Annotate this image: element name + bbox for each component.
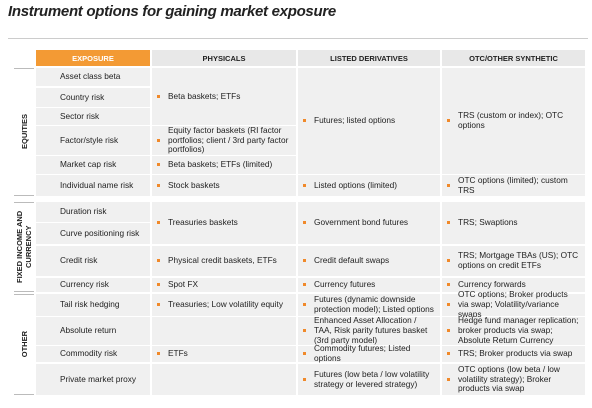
otc-cell: Hedge fund manager replication; broker p… xyxy=(442,315,585,345)
column-header: PHYSICALS xyxy=(152,50,296,66)
exposure-cell: Private market proxy xyxy=(36,364,150,395)
empty-cell xyxy=(152,317,296,345)
otc-cell: TRS; Broker products via swap xyxy=(442,346,585,362)
column-header: LISTED DERIVATIVES xyxy=(298,50,440,66)
exposure-cell: Absolute return xyxy=(36,317,150,345)
otc-cell: OTC options (limited); custom TRS xyxy=(442,175,585,196)
physicals-cell: Beta baskets; ETFs (limited) xyxy=(152,156,296,174)
listed-cell: Futures; listed options xyxy=(298,68,440,174)
exposure-cell: Currency risk xyxy=(36,278,150,292)
physicals-cell: Physical credit baskets, ETFs xyxy=(152,246,296,276)
group-label: OTHER xyxy=(19,331,29,358)
physicals-cell: Equity factor baskets (RI factor portfol… xyxy=(152,125,296,155)
otc-cell: OTC options (low beta / low volatility s… xyxy=(442,364,585,395)
group-cell: OTHER xyxy=(14,294,34,395)
physicals-cell: Treasuries baskets xyxy=(152,202,296,244)
otc-cell: TRS; Mortgage TBAs (US); OTC options on … xyxy=(442,246,585,276)
group-label: FIXED INCOME AND CURRENCY xyxy=(15,210,33,284)
exposure-cell: Tail risk hedging xyxy=(36,294,150,316)
listed-cell: Futures (low beta / low volatility strat… xyxy=(298,364,440,395)
exposure-cell: Credit risk xyxy=(36,246,150,276)
listed-cell: Commodity futures; Listed options xyxy=(298,343,440,363)
exposure-cell: Curve positioning risk xyxy=(36,223,150,244)
listed-cell: Futures (dynamic downside protection mod… xyxy=(298,294,440,316)
group-label: EQUITIES xyxy=(19,114,29,150)
exposure-cell: Duration risk xyxy=(36,202,150,222)
listed-cell: Listed options (limited) xyxy=(298,175,440,196)
exposure-cell: Commodity risk xyxy=(36,346,150,362)
exposure-cell: Factor/style risk xyxy=(36,126,150,155)
physicals-cell: Treasuries; Low volatility equity xyxy=(152,294,296,316)
empty-cell xyxy=(152,364,296,395)
divider xyxy=(8,38,588,39)
otc-cell: Currency forwards xyxy=(442,278,585,292)
exposure-cell: Individual name risk xyxy=(36,175,150,196)
exposure-cell: Asset class beta xyxy=(36,68,150,86)
physicals-cell: ETFs xyxy=(152,346,296,362)
physicals-cell: Beta baskets; ETFs xyxy=(152,68,296,125)
listed-cell: Currency futures xyxy=(298,278,440,292)
otc-cell: OTC options; Broker products via swap; V… xyxy=(442,289,585,319)
otc-cell: TRS; Swaptions xyxy=(442,202,585,244)
physicals-cell: Spot FX xyxy=(152,278,296,292)
title: Instrument options for gaining market ex… xyxy=(8,3,336,20)
exposure-cell: Market cap risk xyxy=(36,156,150,174)
column-header: EXPOSURE xyxy=(36,50,150,66)
listed-cell: Enhanced Asset Allocation / TAA, Risk pa… xyxy=(298,315,440,345)
physicals-cell: Stock baskets xyxy=(152,175,296,196)
group-cell: FIXED INCOME AND CURRENCY xyxy=(14,202,34,292)
exposure-cell: Sector risk xyxy=(36,108,150,125)
listed-cell: Government bond futures xyxy=(298,202,440,244)
exposure-cell: Country risk xyxy=(36,88,150,107)
listed-cell: Credit default swaps xyxy=(298,246,440,276)
otc-cell: TRS (custom or index); OTC options xyxy=(442,68,585,174)
group-cell: EQUITIES xyxy=(14,68,34,196)
column-header: OTC/OTHER SYNTHETIC xyxy=(442,50,585,66)
